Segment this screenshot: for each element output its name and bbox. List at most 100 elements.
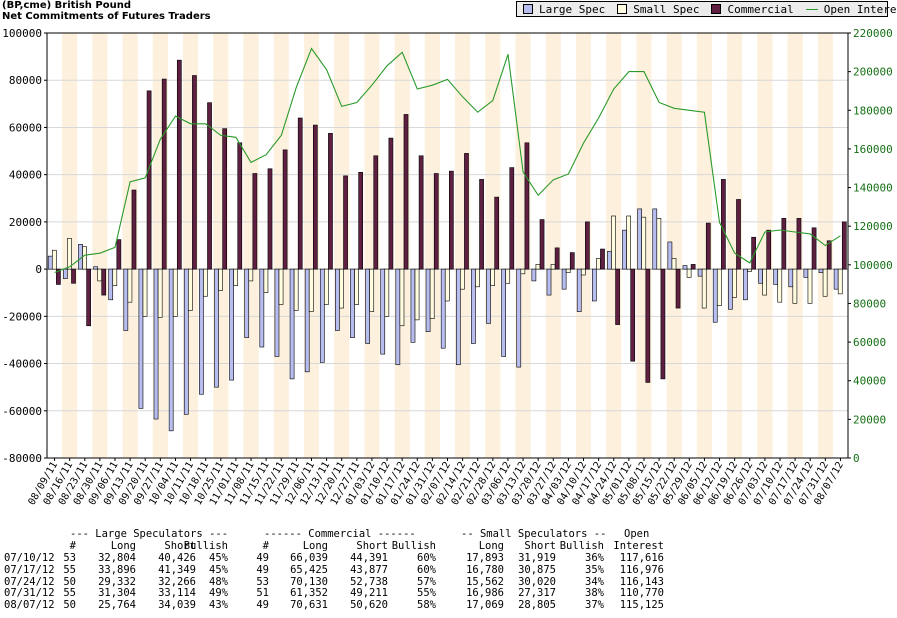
table-cell: 32,804 (98, 552, 136, 564)
bar-commercial (600, 248, 605, 270)
table-cell: 61,352 (290, 587, 328, 600)
bar-large-spec (395, 268, 401, 366)
y-left-tick-label: -60000 (2, 405, 42, 418)
bar-large-spec (773, 268, 779, 285)
bar-large-spec (667, 241, 673, 270)
bar-commercial (328, 133, 333, 270)
bar-small-spec (142, 268, 148, 317)
table-cell: 52,738 (350, 575, 388, 588)
bar-large-spec (274, 268, 280, 357)
bar-large-spec (63, 268, 68, 279)
legend-item-open-interest: Open Interest (805, 3, 897, 16)
bar-commercial (343, 175, 348, 270)
bar-small-spec (248, 268, 254, 282)
bar-large-spec (622, 229, 627, 270)
bar-small-spec (444, 268, 450, 302)
bar-small-spec (505, 268, 511, 284)
y-left-tick-label: -80000 (2, 452, 42, 465)
table-cell: 36% (585, 552, 604, 564)
table-col-header: Short (164, 540, 196, 552)
bar-large-spec (410, 268, 416, 343)
y-right-tick-label: 120000 (853, 220, 893, 233)
table-cell: 34,039 (158, 599, 196, 612)
chart: 100000800006000040000200000-20000-40000-… (2, 27, 893, 507)
table-cell: 17,893 (466, 552, 504, 564)
bar-large-spec (788, 268, 794, 288)
y-right-tick-label: 80000 (853, 297, 886, 310)
table-cell: 34% (585, 575, 604, 588)
table-col-header: Bullish (559, 540, 604, 552)
bar-large-spec (591, 268, 597, 302)
group-header-open: Open (624, 528, 650, 540)
table-cell: 55 (63, 587, 76, 600)
bar-commercial (358, 172, 364, 270)
plot-stripe (545, 33, 561, 458)
bar-small-spec (792, 268, 798, 304)
table-cell: 30,020 (518, 575, 556, 588)
plot-stripe (243, 33, 259, 458)
bar-commercial (615, 268, 620, 325)
bar-large-spec (803, 268, 809, 278)
bar-small-spec (51, 249, 57, 270)
bar-small-spec (82, 246, 87, 270)
plot-stripe (485, 33, 501, 458)
table-cell: 70,631 (290, 599, 328, 612)
bar-small-spec (611, 215, 616, 270)
bar-small-spec (490, 268, 495, 286)
bar-large-spec (682, 265, 688, 270)
table-cell: 110,770 (619, 587, 664, 600)
bar-small-spec (278, 268, 284, 305)
bar-commercial (237, 142, 243, 270)
table-cell: 28,805 (518, 599, 556, 612)
bar-commercial (207, 102, 212, 270)
bar-large-spec (304, 268, 310, 373)
plot-stripe (757, 33, 773, 458)
table-col-header: Short (356, 540, 388, 552)
bar-large-spec (607, 251, 612, 270)
bar-large-spec (758, 268, 763, 284)
bar-small-spec (112, 268, 118, 286)
bar-commercial (811, 227, 817, 270)
table-col-header: # (262, 540, 269, 552)
table-cell: 116,143 (619, 575, 664, 588)
bar-large-spec (138, 268, 144, 409)
bar-large-spec (440, 268, 446, 349)
bar-commercial (101, 268, 107, 296)
table-cell: 29,332 (98, 575, 136, 588)
table-cell: 50 (63, 575, 76, 588)
bar-commercial (388, 137, 394, 270)
legend-item-large-spec: Large Spec (523, 3, 605, 16)
bar-large-spec (214, 268, 219, 388)
bar-commercial (297, 117, 303, 270)
bar-small-spec (384, 268, 390, 317)
bar-small-spec (535, 264, 541, 270)
table-cell: 49 (256, 563, 269, 576)
bar-large-spec (319, 268, 325, 363)
bar-small-spec (747, 268, 752, 272)
y-right-tick-label: 180000 (853, 104, 893, 117)
bar-commercial (736, 199, 741, 270)
bar-small-spec (263, 268, 269, 294)
table-cell: 43,877 (350, 563, 388, 576)
bar-commercial (176, 59, 182, 270)
bar-large-spec (637, 208, 643, 270)
legend-line-open-interest (805, 8, 818, 10)
bar-large-spec (123, 268, 129, 331)
bar-commercial (56, 268, 61, 285)
plot-stripe (787, 33, 803, 458)
table-cell: 60% (417, 563, 436, 576)
table-cell: 55% (417, 587, 436, 600)
bar-large-spec (259, 268, 265, 348)
bar-large-spec (365, 268, 370, 344)
table-col-header: Bullish (183, 540, 228, 552)
y-left-tick-label: 100000 (2, 27, 42, 40)
y-right-tick-label: 60000 (853, 336, 886, 349)
bar-commercial (403, 114, 409, 270)
y-left-tick-label: 40000 (9, 169, 42, 182)
table-cell: 48% (209, 575, 228, 588)
table-cell: 30,875 (518, 563, 556, 576)
bar-small-spec (716, 268, 722, 307)
bar-large-spec (712, 268, 718, 323)
table-cell: 15,562 (466, 575, 504, 588)
y-right-tick-label: 0 (853, 452, 860, 465)
